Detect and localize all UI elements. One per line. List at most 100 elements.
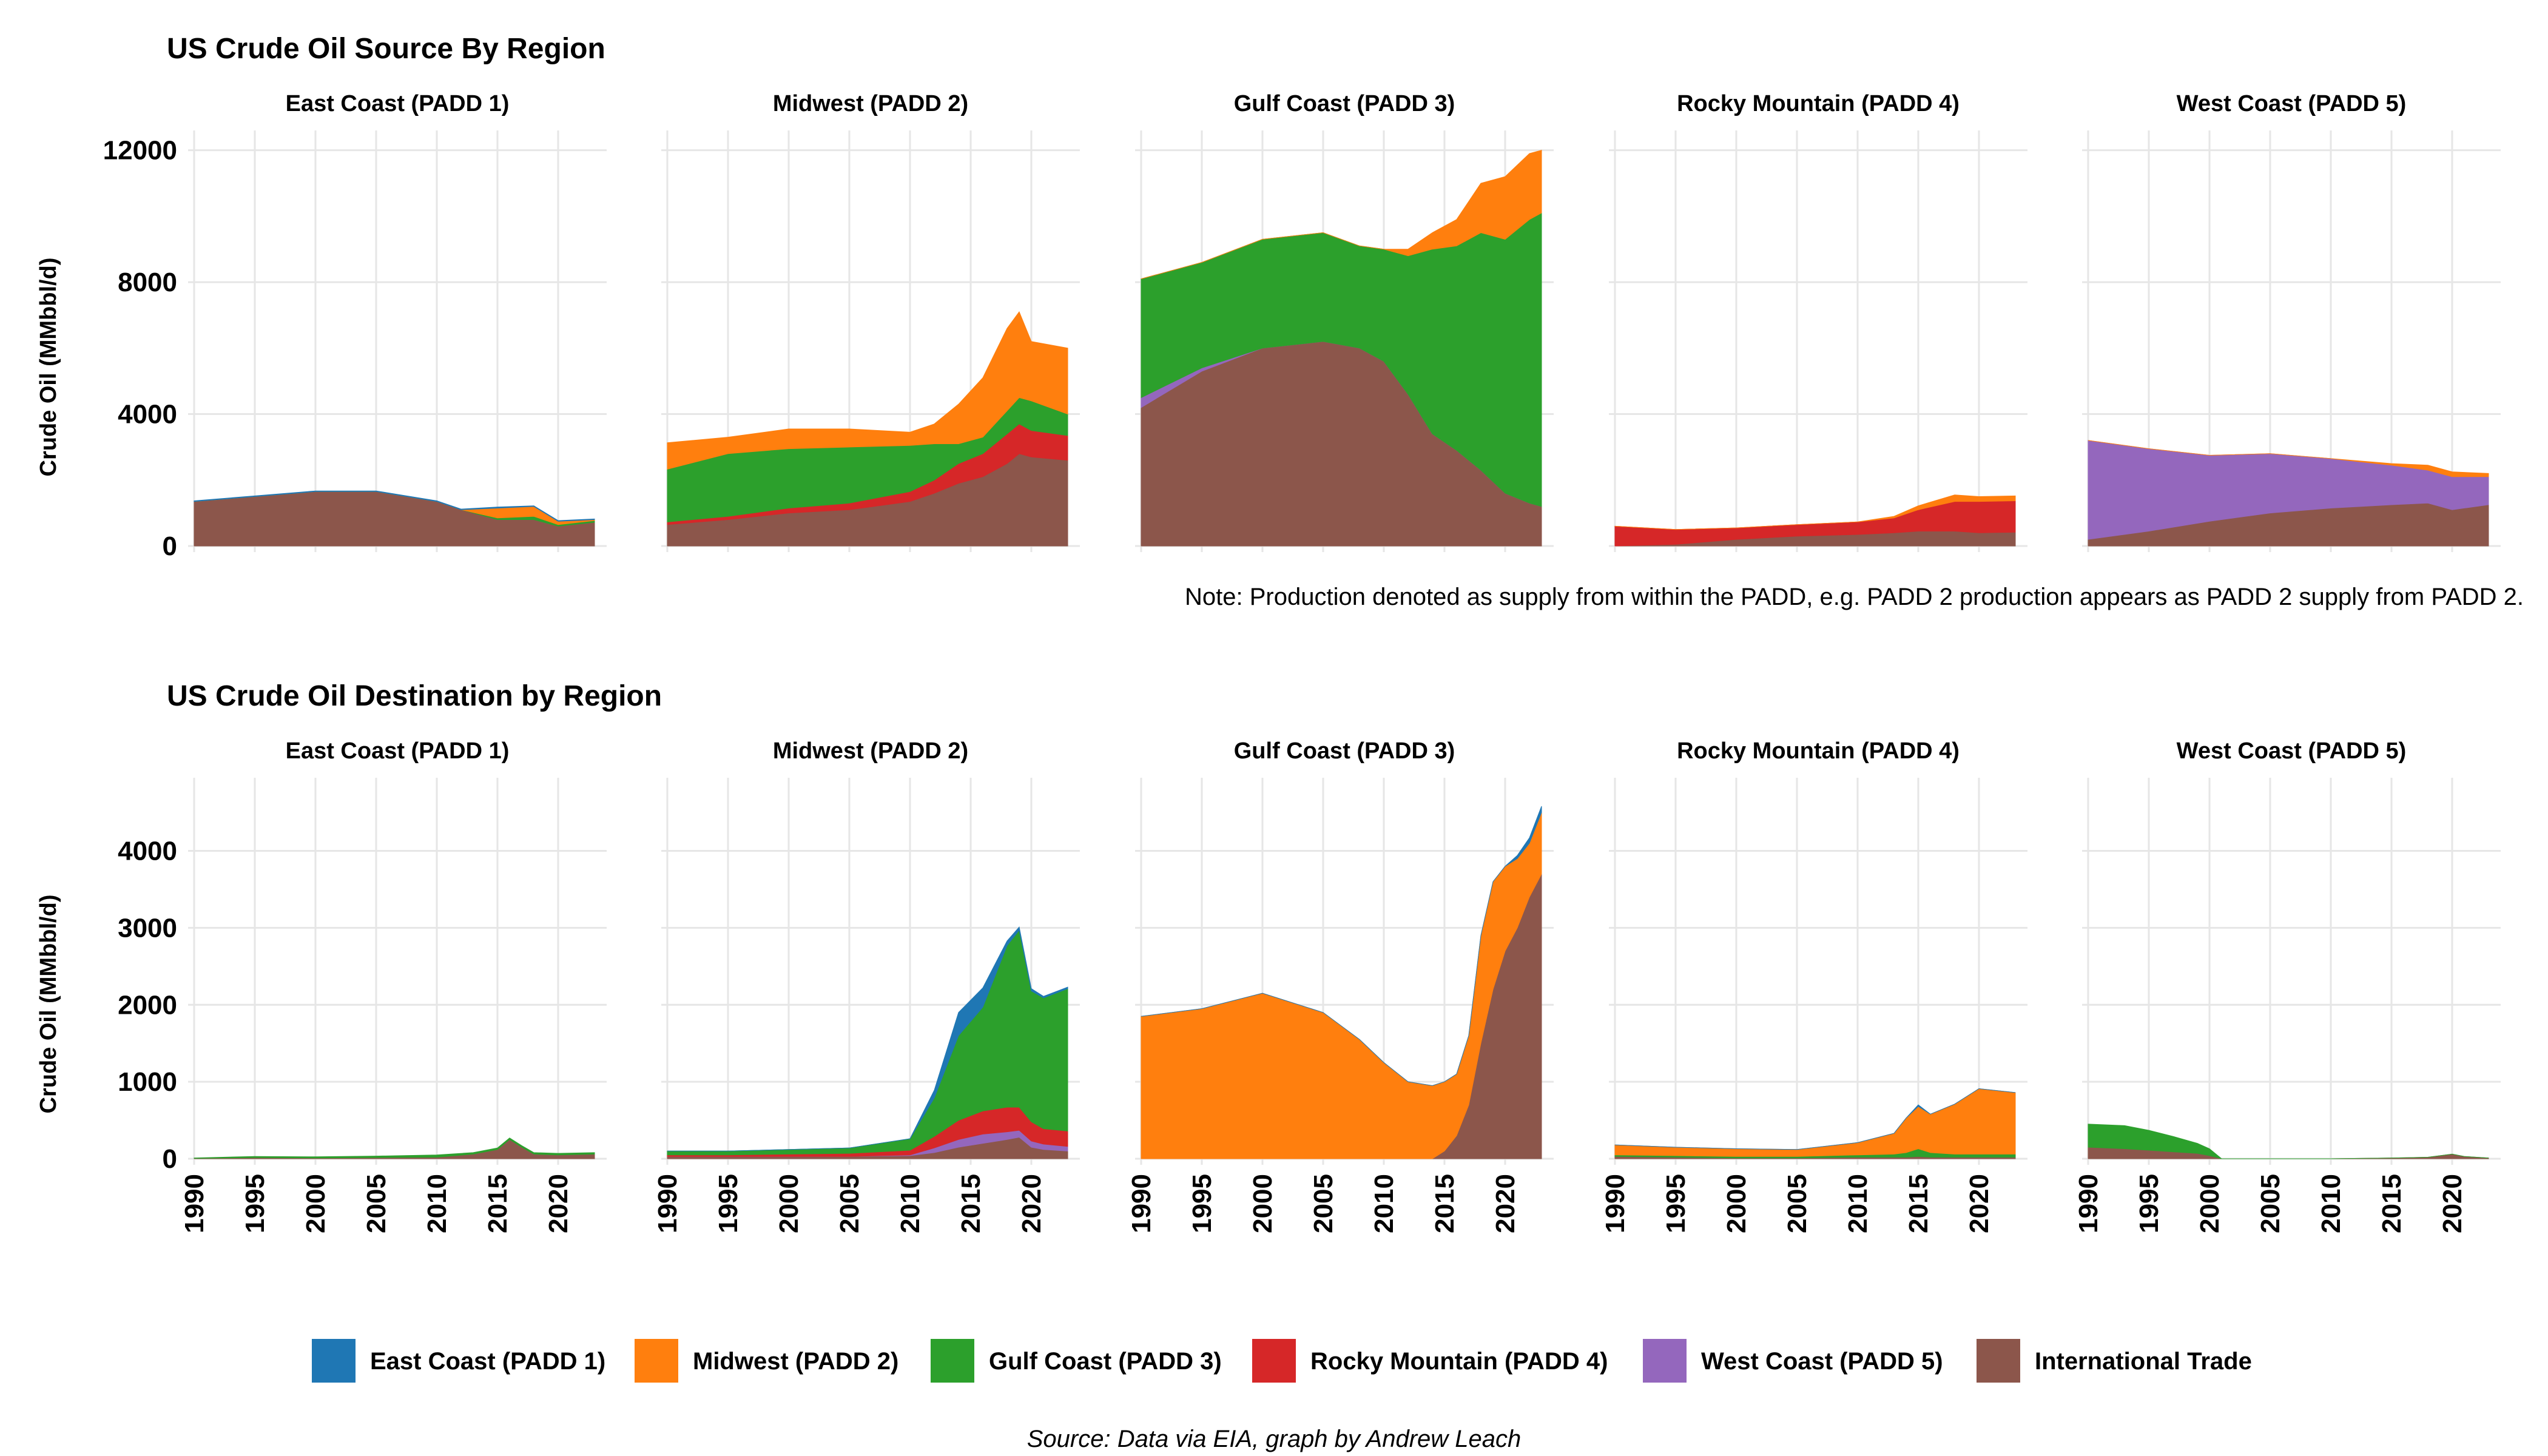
facet-panel: Rocky Mountain (PADD 4) 1990 1995 2000 2005 2…	[1600, 738, 2027, 1233]
facet-panel: Gulf Coast (PADD 3)	[1135, 91, 1554, 552]
facet-panel: East Coast (PADD 1)	[188, 91, 607, 552]
legend-item: Midwest (PADD 2)	[635, 1339, 898, 1383]
x-tick-label: 1990	[2074, 1174, 2103, 1233]
legend-swatch	[312, 1339, 356, 1383]
x-tick-label: 2010	[422, 1174, 452, 1233]
legend-item: West Coast (PADD 5)	[1643, 1339, 1943, 1383]
legend-swatch	[931, 1339, 974, 1383]
legend-item: Gulf Coast (PADD 3)	[931, 1339, 1222, 1383]
x-tick-label: 1995	[1187, 1174, 1217, 1233]
area-east	[1614, 1088, 2016, 1150]
facet-panel: East Coast (PADD 1) 1990 1995 2000 2005 2010 2…	[180, 738, 607, 1233]
facet-strip-label: Gulf Coast (PADD 3)	[1234, 91, 1455, 116]
destination-y-axis-label: Crude Oil (MMbbl/d)	[36, 895, 61, 1114]
area-midwest	[2088, 440, 2489, 477]
y-tick-label: 1000	[118, 1067, 177, 1097]
facet-strip-label: Midwest (PADD 2)	[773, 91, 968, 116]
x-tick-label: 2005	[1309, 1174, 1338, 1233]
legend-item: East Coast (PADD 1)	[312, 1339, 605, 1383]
x-tick-label: 2010	[1843, 1174, 1873, 1233]
legend-swatch	[635, 1339, 678, 1383]
facet-panel: West Coast (PADD 5)	[2082, 91, 2501, 552]
area-east	[194, 490, 595, 522]
facet-strip-label: Rocky Mountain (PADD 4)	[1677, 91, 1960, 116]
x-tick-label: 1995	[240, 1174, 270, 1233]
facet-panel: West Coast (PADD 5) 1990 1995 2000 2005 2010 2…	[2074, 738, 2501, 1233]
y-tick-label: 4000	[118, 400, 177, 430]
facet-strip-label: Rocky Mountain (PADD 4)	[1677, 738, 1960, 764]
legend-label: West Coast (PADD 5)	[1701, 1348, 1943, 1375]
x-tick-label: 2020	[1964, 1174, 1994, 1233]
y-tick-label: 8000	[118, 268, 177, 297]
x-tick-label: 2010	[1369, 1174, 1399, 1233]
x-tick-label: 1995	[1661, 1174, 1691, 1233]
x-tick-label: 2015	[483, 1174, 513, 1233]
area-midwest	[667, 311, 1068, 470]
facet-panel: Midwest (PADD 2)	[661, 91, 1080, 552]
facet-strip-label: West Coast (PADD 5)	[2177, 738, 2407, 764]
area-gulf	[194, 1138, 595, 1159]
area-east	[667, 926, 1068, 1151]
x-tick-label: 2020	[2438, 1174, 2467, 1233]
x-tick-label: 2010	[895, 1174, 925, 1233]
y-tick-label: 2000	[118, 990, 177, 1020]
x-tick-label: 2005	[362, 1174, 391, 1233]
x-tick-label: 2015	[2377, 1174, 2407, 1233]
x-tick-label: 2015	[1904, 1174, 1933, 1233]
x-tick-label: 1990	[653, 1174, 682, 1233]
area-gulf	[2088, 1124, 2489, 1159]
legend-swatch	[1977, 1339, 2020, 1383]
legend-label: Gulf Coast (PADD 3)	[989, 1348, 1222, 1375]
legend-label: Rocky Mountain (PADD 4)	[1310, 1348, 1608, 1375]
x-tick-label: 2020	[1491, 1174, 1520, 1233]
y-tick-label: 0	[163, 1144, 177, 1174]
facet-panel: Midwest (PADD 2) 1990 1995 2000 2005 2010 2015…	[653, 738, 1080, 1233]
y-tick-label: 0	[163, 531, 177, 561]
facet-panel: Rocky Mountain (PADD 4)	[1609, 91, 2027, 552]
legend: East Coast (PADD 1) Midwest (PADD 2) Gulf …	[312, 1339, 2252, 1383]
panel-layer: 0 4000 8000 12000 East Coast (PADD 1) Midwest…	[103, 91, 2501, 1233]
x-tick-label: 1995	[2134, 1174, 2164, 1233]
source-chart-title: US Crude Oil Source By Region	[167, 33, 605, 65]
facet-strip-label: Gulf Coast (PADD 3)	[1234, 738, 1455, 764]
x-tick-label: 2005	[835, 1174, 864, 1233]
x-tick-label: 2010	[2316, 1174, 2346, 1233]
facet-panel: Gulf Coast (PADD 3) 1990 1995 2000 2005 2010 2…	[1127, 738, 1554, 1233]
source-y-axis-label: Crude Oil (MMbbl/d)	[36, 258, 61, 477]
x-tick-label: 2000	[2195, 1174, 2225, 1233]
legend-swatch	[1252, 1339, 1296, 1383]
area-midwest	[1614, 494, 2016, 530]
legend-swatch	[1643, 1339, 1687, 1383]
x-tick-label: 2020	[544, 1174, 573, 1233]
area-midwest	[1141, 149, 1542, 280]
y-tick-label: 3000	[118, 913, 177, 943]
area-east	[1141, 806, 1542, 1087]
chart-caption: Source: Data via EIA, graph by Andrew Le…	[1027, 1426, 1522, 1452]
x-tick-label: 2000	[774, 1174, 804, 1233]
x-tick-label: 2020	[1017, 1174, 1046, 1233]
legend-item: Rocky Mountain (PADD 4)	[1252, 1339, 1608, 1383]
chart-note: Note: Production denoted as supply from …	[1185, 584, 2524, 610]
destination-chart-title: US Crude Oil Destination by Region	[167, 680, 662, 712]
x-tick-label: 2005	[2256, 1174, 2285, 1233]
y-tick-label: 4000	[118, 837, 177, 866]
x-tick-label: 1990	[180, 1174, 209, 1233]
facet-strip-label: West Coast (PADD 5)	[2177, 91, 2407, 116]
x-tick-label: 1990	[1600, 1174, 1630, 1233]
facet-strip-label: East Coast (PADD 1)	[286, 91, 510, 116]
legend-item: International Trade	[1977, 1339, 2252, 1383]
x-tick-label: 1990	[1127, 1174, 1156, 1233]
x-tick-label: 2005	[1782, 1174, 1812, 1233]
x-tick-label: 2000	[1722, 1174, 1751, 1233]
legend-label: International Trade	[2035, 1348, 2252, 1375]
x-tick-label: 2015	[956, 1174, 986, 1233]
x-tick-label: 2000	[1248, 1174, 1278, 1233]
x-tick-label: 2015	[1430, 1174, 1460, 1233]
x-tick-label: 1995	[713, 1174, 743, 1233]
legend-label: East Coast (PADD 1)	[370, 1348, 605, 1375]
legend-label: Midwest (PADD 2)	[693, 1348, 898, 1375]
x-tick-label: 2000	[301, 1174, 331, 1233]
facet-strip-label: Midwest (PADD 2)	[773, 738, 968, 764]
